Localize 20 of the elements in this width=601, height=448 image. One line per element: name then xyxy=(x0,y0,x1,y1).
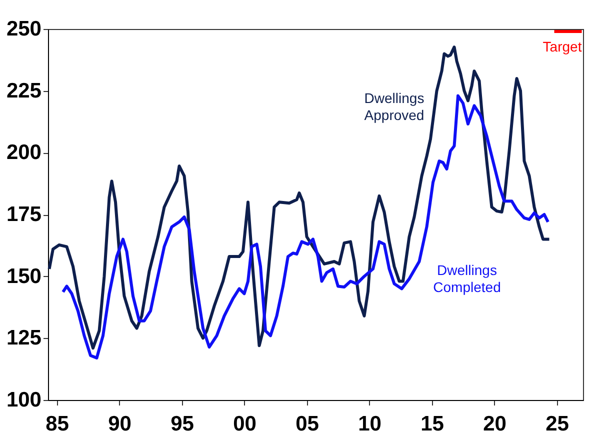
x-tick-label: 05 xyxy=(296,412,320,436)
y-tick-label: 225 xyxy=(6,79,42,102)
y-tick-label: 175 xyxy=(6,203,42,226)
y-tick-label: 125 xyxy=(6,326,42,350)
x-tick-label: 20 xyxy=(483,412,506,436)
y-tick-label: 100 xyxy=(6,388,42,412)
x-tick-label: 25 xyxy=(546,412,570,436)
x-tick-label: 90 xyxy=(108,412,132,436)
x-tick-label: 00 xyxy=(233,412,256,436)
series-label: Dwellings Approved xyxy=(364,90,424,124)
y-tick-label: 250 xyxy=(6,18,42,40)
series-label: Target xyxy=(542,38,582,54)
x-tick-label: 10 xyxy=(358,412,382,436)
x-tick-label: 15 xyxy=(420,412,444,436)
y-tick-label: 200 xyxy=(6,141,42,164)
line-series xyxy=(62,94,550,360)
y-tick-label: 150 xyxy=(6,264,42,288)
series-label: Dwellings Completed xyxy=(433,262,501,295)
x-tick-label: 85 xyxy=(46,412,70,436)
x-tick-label: 95 xyxy=(170,412,194,436)
